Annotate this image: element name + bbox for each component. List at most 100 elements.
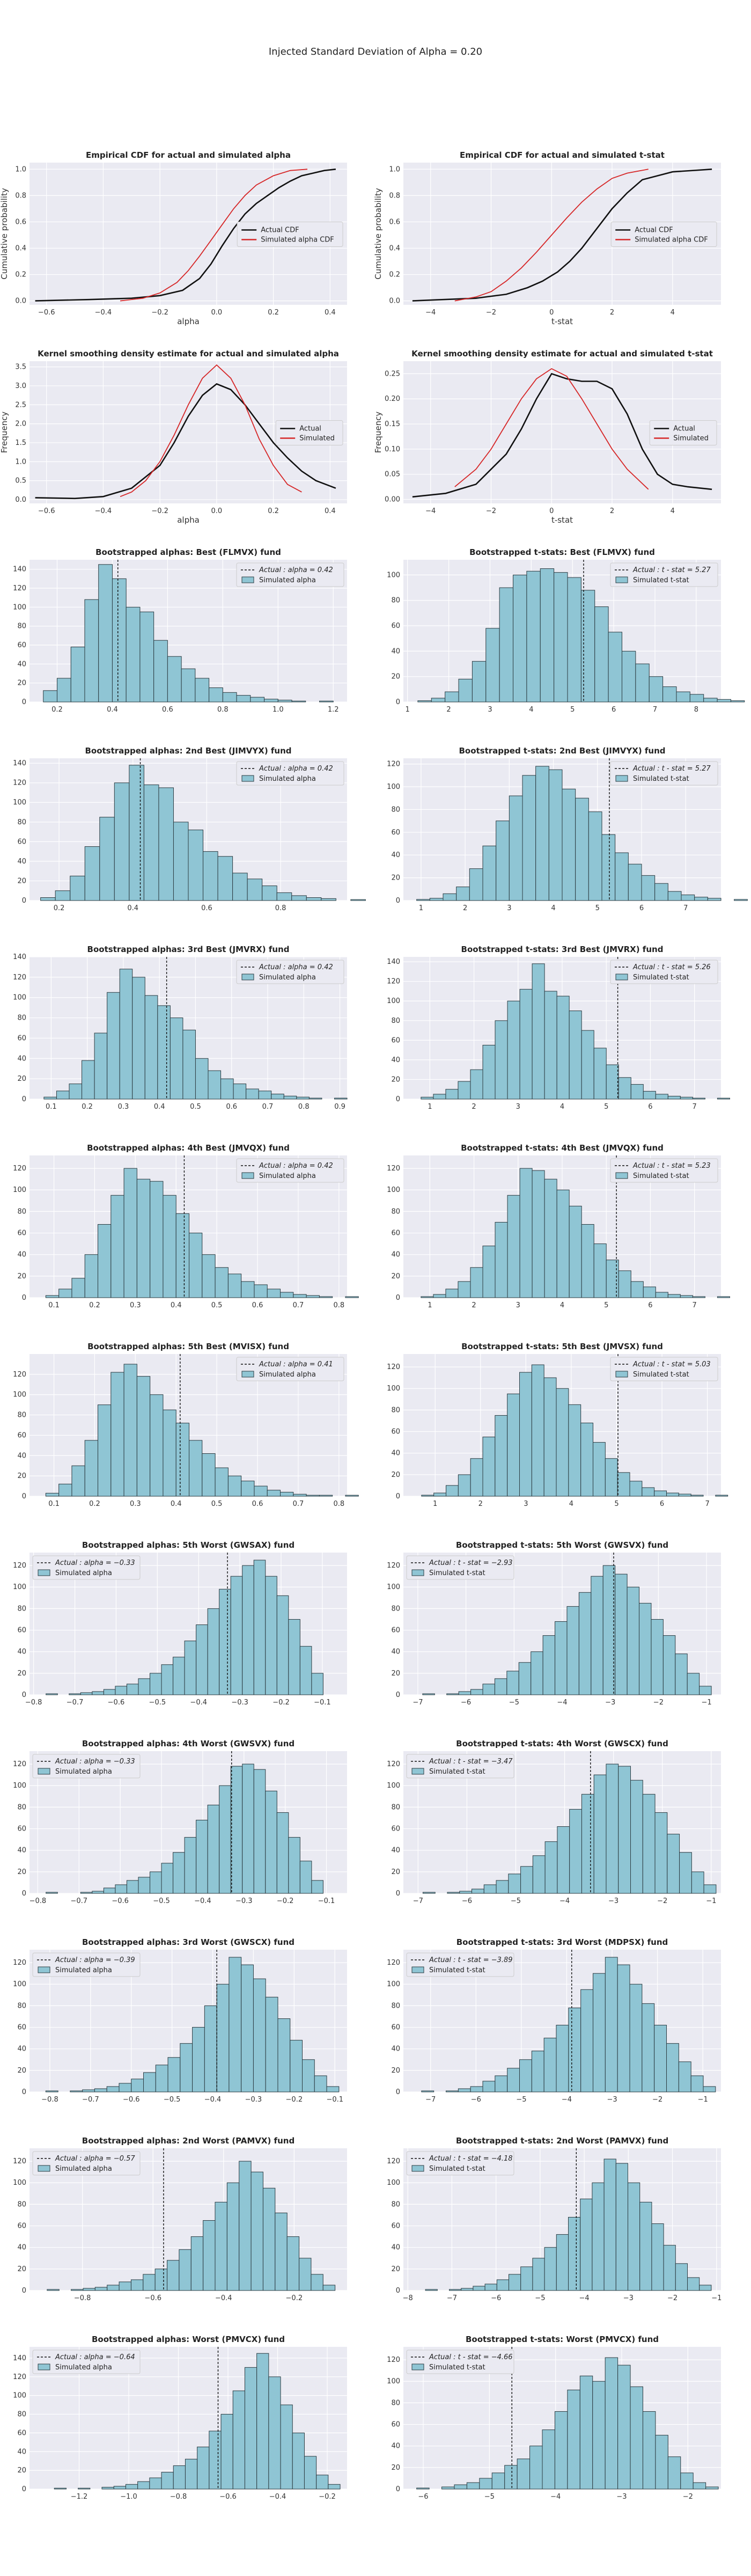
- y-tick-label: 2.0: [15, 420, 26, 428]
- y-tick-label: 20: [391, 874, 400, 882]
- y-tick-label: 100: [387, 997, 400, 1005]
- x-tick-label: 5: [604, 1103, 608, 1111]
- y-tick-label: 20: [391, 1670, 400, 1678]
- x-tick-label: 5: [595, 904, 600, 912]
- histogram-bar: [542, 1635, 556, 1695]
- histogram-bar: [262, 885, 277, 901]
- histogram-bar: [43, 690, 57, 702]
- histogram-bar: [666, 1492, 679, 1497]
- legend-swatch-simulated: [38, 1768, 50, 1775]
- histogram-bar: [707, 898, 721, 901]
- legend-entry-simulated: Simulated t-stat: [429, 2363, 485, 2372]
- histogram-bar: [316, 2475, 329, 2490]
- x-tick-label: 0.8: [275, 904, 286, 912]
- histogram-bar: [482, 1246, 496, 1298]
- histogram-bar: [556, 2234, 569, 2291]
- histogram-bar: [123, 1364, 137, 1497]
- legend-entry-simulated: Simulated t-stat: [633, 974, 689, 982]
- histogram-bar: [421, 1296, 434, 1298]
- histogram-bar: [470, 2086, 483, 2092]
- x-tick-label: −0.4: [269, 2493, 286, 2501]
- histogram-bar: [209, 2431, 222, 2490]
- y-tick-label: 80: [391, 1406, 400, 1414]
- panel-21: −0.8 −0.6 −0.4 −0.2 0 20 40 60 80 100 120 Bootstrap…: [13, 2136, 347, 2302]
- histogram-bar: [575, 797, 589, 901]
- y-tick-label: 80: [391, 1017, 400, 1025]
- y-tick-label: 60: [391, 1825, 400, 1833]
- y-tick-label: 20: [391, 1075, 400, 1084]
- histogram-bar: [504, 2465, 518, 2490]
- y-tick-label: 1.5: [15, 439, 26, 447]
- legend-entry-simulated: Simulated t-stat: [429, 2165, 485, 2173]
- y-tick-label: 120: [387, 1562, 400, 1570]
- legend-entry-simulated: Simulated alpha: [55, 1569, 112, 1577]
- histogram-bar: [299, 1646, 312, 1695]
- series-line-simulated: [454, 169, 649, 302]
- x-tick-label: −0.3: [245, 2096, 262, 2104]
- histogram-bar: [299, 2258, 312, 2291]
- y-tick-label: 60: [391, 2024, 400, 2032]
- histogram-bar: [458, 1281, 471, 1298]
- histogram-bar: [517, 2458, 531, 2490]
- panel-9: 0.1 0.2 0.3 0.4 0.5 0.6 0.7 0.8 0.9 0 20 40 60 80 100 1…: [13, 945, 348, 1111]
- x-tick-label: 4: [569, 1500, 573, 1508]
- x-tick-label: 0.4: [325, 507, 336, 515]
- histogram-bar: [277, 699, 292, 702]
- series-line-simulated: [120, 169, 308, 302]
- histogram-bar: [449, 2289, 462, 2291]
- legend-swatch-simulated: [615, 974, 628, 980]
- histogram-bar: [267, 1289, 281, 1298]
- histogram-bar: [46, 1693, 58, 1695]
- histogram-bar: [680, 1295, 693, 1298]
- histogram-bar: [601, 834, 616, 901]
- y-tick-label: 60: [17, 641, 26, 649]
- panel-title: Bootstrapped t-stats: 4th Best (JMVQX) f…: [461, 1143, 664, 1153]
- y-tick-label: 20: [391, 673, 400, 681]
- legend-entry-simulated: Simulated alpha: [259, 974, 316, 982]
- histogram-bar: [45, 1295, 60, 1298]
- panel-title: Bootstrapped alphas: 3rd Best (JMVRX) fu…: [87, 945, 290, 954]
- legend-entry-actual: Actual : t - stat = −4.66: [429, 2353, 513, 2361]
- histogram-bar: [69, 1084, 83, 1100]
- y-tick-label: 0.15: [385, 420, 400, 428]
- x-tick-label: 0.3: [118, 1103, 129, 1111]
- legend-entry-simulated: Simulated alpha: [259, 1371, 316, 1379]
- histogram-bar: [92, 1891, 104, 1894]
- histogram-bar: [495, 1221, 508, 1298]
- legend-swatch-simulated: [38, 2363, 50, 2370]
- y-tick-label: 20: [17, 2067, 26, 2075]
- histogram-bar: [555, 1621, 568, 1695]
- histogram-bar: [569, 1809, 582, 1894]
- histogram-bar: [103, 1689, 116, 1695]
- histogram-bar: [447, 1892, 460, 1894]
- histogram-bar: [232, 873, 248, 901]
- y-tick-label: 0: [22, 698, 26, 706]
- x-tick-label: 0: [549, 309, 554, 317]
- y-tick-label: 80: [391, 1605, 400, 1613]
- legend-entry-simulated: Simulated alpha: [55, 2363, 112, 2372]
- y-tick-label: 120: [387, 1165, 400, 1173]
- histogram-bar: [251, 2171, 263, 2291]
- legend-entry-actual: Actual : t - stat = 5.23: [632, 1162, 711, 1170]
- y-tick-label: 40: [391, 1648, 400, 1656]
- legend-box: [236, 761, 344, 786]
- y-tick-label: 100: [13, 2179, 26, 2187]
- legend-entry-actual: Actual : t - stat = −3.47: [429, 1758, 513, 1766]
- histogram-bar: [153, 640, 168, 702]
- y-tick-label: 100: [387, 1583, 400, 1591]
- histogram-bar: [227, 1475, 242, 1497]
- histogram-bar: [136, 1376, 151, 1497]
- panel-11: 0.1 0.2 0.3 0.4 0.5 0.6 0.7 0.8 0 20 40 60 80 100 120 B…: [13, 1143, 359, 1309]
- y-tick-label: 140: [13, 2354, 26, 2362]
- y-tick-label: 100: [387, 2179, 400, 2187]
- y-tick-label: 40: [391, 647, 400, 655]
- y-tick-label: 0: [22, 1691, 26, 1699]
- x-tick-label: −0.4: [194, 1897, 211, 1905]
- histogram-bar: [215, 1267, 229, 1298]
- x-tick-label: 0.4: [171, 1301, 182, 1309]
- y-tick-label: 120: [13, 2157, 26, 2165]
- y-tick-label: 100: [13, 1980, 26, 1988]
- histogram-bar: [154, 2268, 168, 2291]
- histogram-bar: [47, 2289, 60, 2291]
